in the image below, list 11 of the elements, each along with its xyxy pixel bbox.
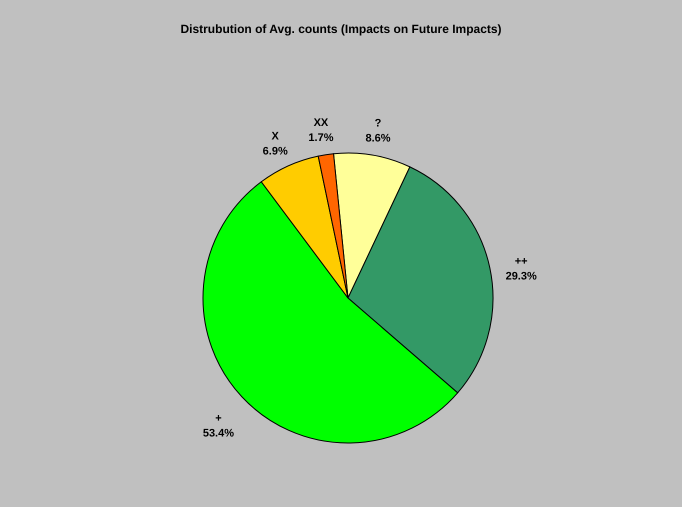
data-label: 6.9% [262, 146, 288, 158]
slice-label: ? [374, 118, 382, 130]
slice-label: ++ [514, 255, 528, 268]
slice-label: + [215, 412, 222, 425]
slice-label: XX [314, 117, 329, 130]
slice-label: X [272, 130, 280, 143]
data-label: 29.3% [506, 270, 537, 282]
chart-title: Distrubution of Avg. counts (Impacts on Future Impacts) [180, 22, 502, 36]
data-label: 8.6% [365, 132, 391, 145]
data-label: 1.7% [308, 132, 334, 144]
data-label: 53.4% [202, 428, 234, 440]
